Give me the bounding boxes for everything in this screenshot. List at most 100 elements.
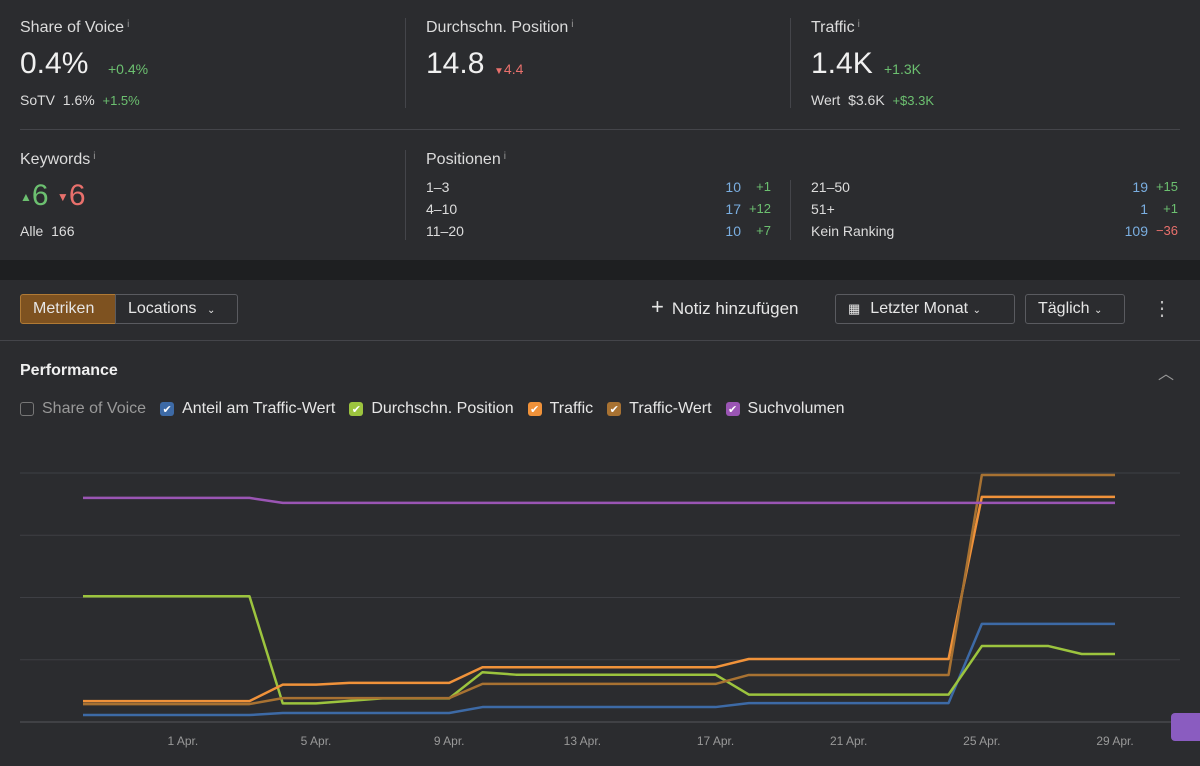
sub-metric: Wert $3.6K +$3.3K	[811, 92, 934, 108]
label: Wert	[811, 92, 841, 108]
metric-label: Traffic i	[811, 19, 860, 37]
count: 17	[725, 201, 741, 217]
value: 1.6%	[62, 92, 95, 108]
info-icon[interactable]: i	[93, 151, 96, 162]
tab[interactable]: Metriken	[20, 294, 116, 324]
x-tick-label: 29 Apr.	[1096, 734, 1133, 748]
x-tick-label: 9 Apr.	[434, 734, 465, 748]
help-widget[interactable]	[1171, 713, 1200, 741]
chart: 1 Apr. 5 Apr. 9 Apr. 13 Apr. 17 Apr. 21 Apr. 2…	[20, 472, 1180, 748]
count: 109	[1124, 223, 1148, 239]
legend-item[interactable]: ✔ Durchschn. Position	[349, 400, 514, 418]
info-icon[interactable]: i	[857, 19, 860, 30]
count: 19	[1132, 179, 1148, 195]
divider	[790, 18, 791, 108]
checkbox[interactable]: ✔	[607, 402, 622, 416]
legend-item[interactable]: ✔ Suchvolumen	[725, 400, 845, 418]
change: +12	[748, 201, 771, 216]
change: +15	[1155, 179, 1178, 194]
checkbox[interactable]: ✔	[527, 402, 542, 416]
range: 11–20	[426, 223, 464, 239]
legend-label: Anteil am Traffic-Wert	[182, 400, 336, 417]
value: 4.4	[503, 61, 524, 77]
metric-value: 0.4%	[20, 47, 89, 80]
x-tick-label: 21 Apr.	[830, 734, 867, 748]
checkbox[interactable]: ✔	[349, 402, 364, 416]
label: Notiz hinzufügen	[671, 299, 799, 318]
series-line	[83, 595, 1115, 705]
checkbox[interactable]	[20, 402, 34, 416]
add-note-button[interactable]: + Notiz hinzufügen	[651, 294, 799, 319]
count: 10	[725, 223, 741, 239]
info-icon[interactable]: i	[127, 19, 130, 30]
legend-item[interactable]: ✔ Traffic-Wert	[607, 400, 712, 418]
sub-metric: Alle 166	[20, 223, 75, 239]
period-select[interactable]: ▦ Letzter Monat ⌄	[835, 294, 1015, 324]
tab[interactable]: Locations ⌄	[115, 294, 238, 324]
value: $3.6K	[848, 92, 885, 108]
keyword-moves: ▲6 ▼6	[20, 179, 86, 212]
x-tick-label: 17 Apr.	[697, 734, 734, 748]
change: −36	[1155, 223, 1178, 238]
range: 51+	[811, 201, 835, 217]
metric-change: +0.4%	[108, 61, 149, 77]
change: +1.5%	[102, 93, 140, 108]
info-icon[interactable]: i	[503, 151, 506, 162]
legend-label: Traffic-Wert	[629, 400, 712, 417]
metric-change: ▼4.4	[494, 61, 524, 77]
more-menu[interactable]: ⋮	[1152, 298, 1172, 320]
label: Share of Voice	[20, 19, 125, 36]
legend-label: Durchschn. Position	[371, 400, 514, 417]
legend-item[interactable]: Share of Voice	[20, 400, 146, 418]
x-tick-label: 25 Apr.	[963, 734, 1000, 748]
legend-item[interactable]: ✔ Traffic	[527, 400, 594, 418]
change: +1	[1163, 201, 1178, 216]
down: 6	[68, 179, 86, 212]
sub-metric: SoTV 1.6% +1.5%	[20, 92, 140, 108]
divider	[0, 340, 1200, 341]
metric-change: +1.3K	[884, 61, 921, 77]
metric-value: 14.8	[426, 47, 485, 80]
range: 1–3	[426, 179, 450, 195]
chart-title: Performance	[20, 362, 118, 379]
checkbox[interactable]: ✔	[725, 402, 740, 416]
series-line	[83, 495, 1115, 703]
label: Letzter Monat	[870, 300, 969, 317]
metric-value: 1.4K	[811, 47, 873, 80]
series-line	[83, 622, 1115, 717]
divider	[405, 150, 406, 240]
metric-label: Keywords i	[20, 151, 95, 169]
series-line	[83, 473, 1115, 706]
legend-label: Share of Voice	[42, 400, 147, 417]
legend-label: Suchvolumen	[747, 400, 845, 417]
label: Keywords	[20, 151, 91, 168]
series-line	[83, 496, 1115, 505]
legend-item[interactable]: ✔ Anteil am Traffic-Wert	[160, 400, 335, 418]
collapse-toggle[interactable]: ︿	[1158, 366, 1175, 383]
label: Täglich	[1038, 300, 1090, 317]
checkbox[interactable]: ✔	[160, 402, 175, 416]
interval-select[interactable]: Täglich ⌄	[1025, 294, 1125, 324]
count: 1	[1140, 201, 1148, 217]
info-icon[interactable]: i	[571, 19, 574, 30]
up: 6	[31, 179, 49, 212]
metric-label: Positionen i	[426, 151, 506, 169]
range: 21–50	[811, 179, 850, 195]
label: Traffic	[811, 19, 855, 36]
legend-label: Traffic	[549, 400, 594, 417]
value: 166	[51, 223, 75, 239]
metric-label: Share of Voice i	[20, 19, 129, 37]
metric-label: Durchschn. Position i	[426, 19, 574, 37]
count: 10	[725, 179, 741, 195]
range: 4–10	[426, 201, 458, 217]
range: Kein Ranking	[811, 223, 895, 239]
summary-panel: Share of Voice i 0.4% +0.4% SoTV 1.6% +1.…	[0, 0, 1200, 260]
divider	[790, 180, 791, 240]
change: +$3.3K	[892, 93, 935, 108]
change: +7	[756, 223, 771, 238]
legend: Share of Voice ✔ Anteil am Traffic-Wert ✔ Du…	[20, 400, 845, 418]
label: Positionen	[426, 151, 501, 168]
change: +1	[756, 179, 771, 194]
label: Durchschn. Position	[426, 19, 569, 36]
